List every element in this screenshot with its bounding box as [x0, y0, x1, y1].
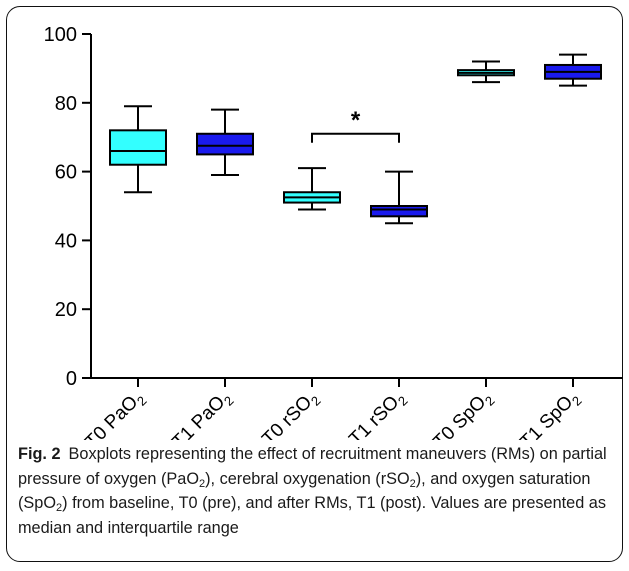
- box-3: [370, 170, 428, 225]
- caption-text-3: ), and oxygen saturation (SpO: [18, 469, 591, 513]
- annotations: *: [311, 107, 400, 143]
- caption-sub-3: 2: [56, 502, 63, 514]
- x-tick-label-text: T1 SpO: [516, 392, 577, 440]
- box-2: [283, 167, 341, 211]
- caption-text-4: ) from baseline, T0 (pre), and after RMs…: [18, 494, 606, 537]
- y-tick-label: 20: [55, 299, 77, 321]
- caption-text-1: Boxplots representing the effect of recr…: [18, 445, 607, 488]
- bracket-line: [311, 132, 400, 143]
- significance-star: *: [351, 107, 361, 134]
- x-tick-labels: T0 PaO2 T1 PaO2 T0 rSO2 T1 rSO2 T0 SpO2 T1 Sp…: [81, 387, 584, 440]
- x-tick-label: T0 PaO2: [81, 387, 149, 440]
- caption-text-2: ), cerebral oxygenation (rSO: [205, 469, 410, 488]
- significance-bracket: *: [311, 107, 400, 143]
- x-tick-label: T1 SpO2: [516, 387, 584, 440]
- box-0: [109, 105, 167, 194]
- box-4: [457, 60, 515, 84]
- axes: 0 20 40 60 80 100: [44, 24, 623, 390]
- x-tick-label-text: T0 SpO: [429, 392, 490, 440]
- y-tick-label: 80: [55, 93, 77, 115]
- boxes: [109, 53, 602, 225]
- y-tick-label: 60: [55, 162, 77, 184]
- boxplot-chart: 0 20 40 60 80 100 * T0 PaO2 T1 PaO2 T0 rSO2 T1 r…: [44, 24, 623, 440]
- y-tick-label: 40: [55, 230, 77, 252]
- x-tick-label: T0 rSO2: [258, 387, 323, 440]
- iqr-box: [109, 129, 167, 166]
- x-tick-label: T1 rSO2: [345, 387, 410, 440]
- x-tick-label: T0 SpO2: [429, 387, 497, 440]
- box-1: [196, 108, 254, 177]
- x-tick-label: T1 PaO2: [168, 387, 236, 440]
- caption-sub-1: 2: [199, 477, 206, 490]
- caption-sub-2: 2: [409, 477, 416, 490]
- figure-label: Fig. 2: [18, 445, 61, 463]
- iqr-box: [370, 205, 428, 218]
- x-tick-label-text: T0 PaO: [81, 392, 142, 440]
- x-tick-label-text: T1 PaO: [168, 392, 229, 440]
- box-5: [544, 53, 602, 87]
- iqr-box: [196, 132, 254, 156]
- figure-frame: [6, 6, 623, 562]
- y-tick-label: 100: [44, 24, 77, 46]
- figure-caption: Fig. 2 Boxplots representing the effect o…: [18, 442, 618, 540]
- y-tick-label: 0: [66, 368, 77, 390]
